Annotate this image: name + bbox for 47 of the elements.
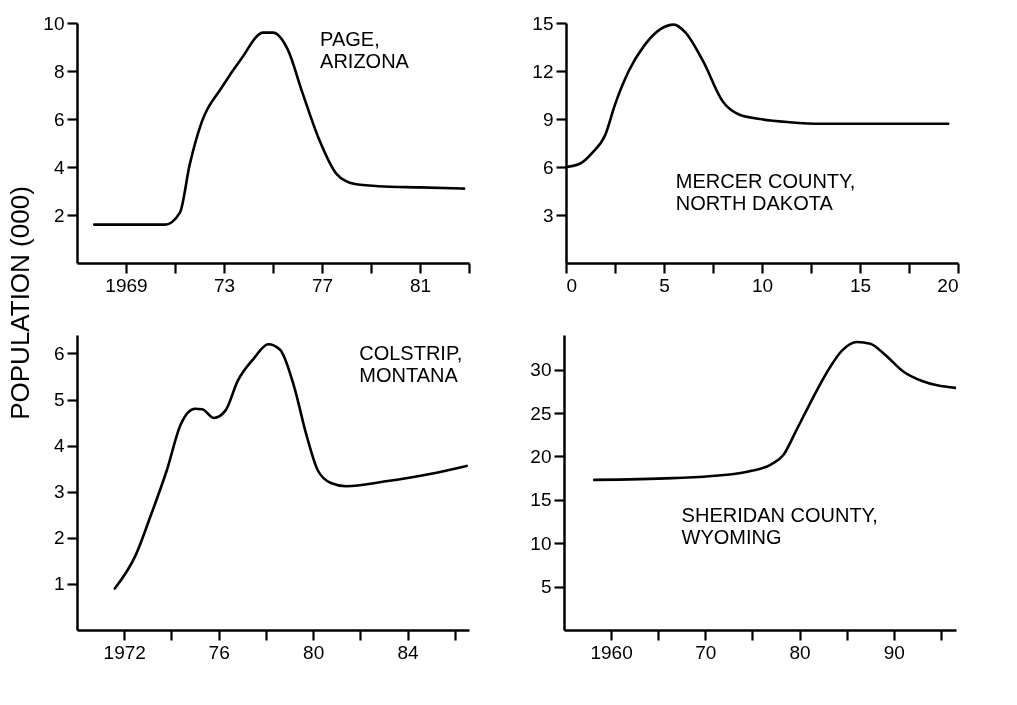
y-tick-label: 20 [530, 445, 552, 467]
x-tick-label: 84 [397, 641, 420, 663]
text: PAGE, ARIZONA [320, 28, 410, 73]
y-tick-label: 3 [542, 204, 554, 226]
x-tick-label: 1969 [105, 274, 148, 296]
x-tick-label: 90 [883, 641, 905, 663]
y-tick-label: 2 [53, 204, 65, 226]
y-tick-label: 10 [530, 532, 552, 554]
line-series [592, 340, 956, 482]
line-series [113, 342, 468, 590]
text: COLSTRIP, MONTANA [359, 341, 463, 386]
x-tick-label: 5 [659, 274, 670, 296]
y-tick-label: 2 [53, 527, 65, 549]
line-series [92, 31, 466, 226]
y-axis-title: POPULATION (000) [5, 186, 35, 420]
x-tick-label: 70 [695, 641, 717, 663]
y-tick-label: 30 [530, 359, 552, 381]
y-tick-label: 4 [53, 156, 65, 178]
x-tick-label: 1972 [103, 641, 146, 663]
y-tick-label: 8 [53, 60, 65, 82]
x-tick-label: 76 [208, 641, 230, 663]
x-tick-label: 10 [751, 274, 774, 296]
y-tick-label: 6 [542, 156, 554, 178]
x-tick-label: 81 [409, 274, 432, 296]
text: SHERIDAN COUNTY, WYOMING [681, 504, 878, 549]
x-tick-label: 80 [303, 641, 325, 663]
y-tick-label: 1 [53, 573, 65, 595]
y-tick-label: 6 [53, 108, 65, 130]
y-tick-label: 5 [53, 389, 65, 411]
y-tick-label: 4 [53, 435, 65, 457]
x-tick-label: 20 [937, 274, 959, 296]
text: MERCER COUNTY, NORTH DAKOTA [675, 169, 856, 214]
x-tick-label: 15 [849, 274, 872, 296]
x-tick-label: 73 [213, 274, 236, 296]
y-tick-label: 3 [53, 481, 65, 503]
y-tick-label: 5 [540, 576, 552, 598]
y-tick-label: 6 [53, 342, 65, 364]
x-tick-label: 1960 [590, 641, 633, 663]
y-tick-label: 10 [43, 12, 65, 34]
y-tick-label: 15 [532, 12, 554, 34]
y-tick-label: 9 [542, 108, 554, 130]
y-tick-label: 15 [530, 489, 552, 511]
x-tick-label: 77 [311, 274, 334, 296]
y-tick-label: 12 [532, 60, 554, 82]
x-tick-label: 80 [789, 641, 811, 663]
x-tick-label: 0 [566, 274, 578, 296]
y-tick-label: 25 [530, 402, 552, 424]
